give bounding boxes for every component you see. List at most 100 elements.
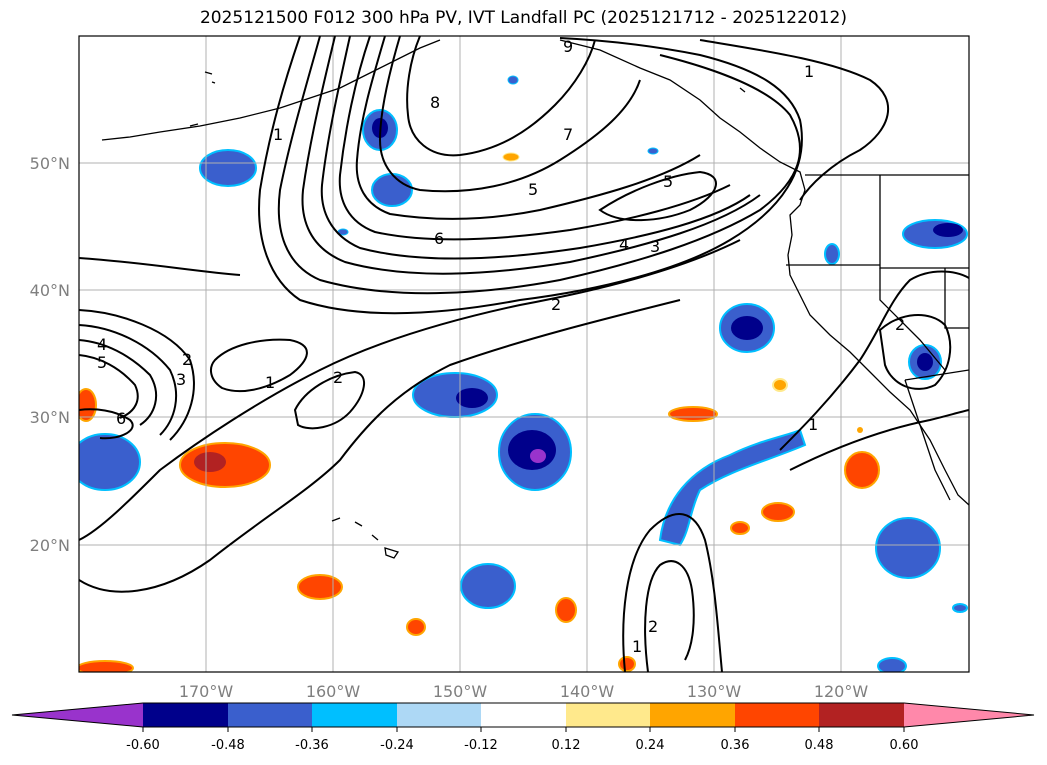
pos-blob bbox=[772, 378, 788, 392]
contour-closed-1 bbox=[209, 338, 308, 393]
lon-tick-label: 140°W bbox=[560, 682, 615, 701]
state-border bbox=[944, 268, 969, 329]
pos-blob bbox=[502, 152, 520, 162]
contour-label: 1 bbox=[804, 62, 814, 81]
contour-big-2 bbox=[79, 239, 741, 541]
colorbar-segment bbox=[143, 703, 228, 727]
colorbar: -0.60 -0.48 -0.36 -0.24 -0.12 0.12 0.24 … bbox=[11, 702, 1035, 753]
mexico-border bbox=[904, 369, 969, 381]
map-frame bbox=[78, 35, 970, 673]
neg-blob bbox=[79, 433, 141, 491]
contour-left-3 bbox=[79, 324, 178, 436]
state-border bbox=[879, 268, 946, 371]
neg-blob bbox=[877, 657, 907, 672]
pos-blob bbox=[857, 427, 863, 433]
contour-label: 1 bbox=[808, 415, 818, 434]
contour-3 bbox=[301, 36, 761, 275]
colorbar-segment bbox=[566, 703, 650, 727]
pos-blob bbox=[844, 451, 880, 489]
neg-blob bbox=[460, 563, 516, 609]
coastlines bbox=[101, 39, 969, 559]
contour-label: 2 bbox=[182, 350, 192, 369]
lat-tick-label: 20°N bbox=[30, 536, 70, 555]
neg-blob bbox=[530, 449, 546, 463]
contour-left-4 bbox=[79, 339, 158, 426]
contour-east-1 bbox=[779, 270, 969, 451]
colorbar-tick-label: 0.60 bbox=[890, 738, 919, 753]
baja bbox=[904, 379, 951, 501]
contour-4 bbox=[320, 36, 751, 260]
contour-1-outer bbox=[258, 36, 803, 315]
neg-blob bbox=[371, 173, 413, 207]
lat-tick-labels: 50°N 40°N 30°N 20°N bbox=[30, 154, 70, 555]
neg-blob bbox=[933, 223, 963, 237]
colorbar-segment bbox=[397, 703, 481, 727]
colorbar-tick-label: 0.24 bbox=[636, 738, 665, 753]
pos-blob bbox=[761, 502, 795, 522]
contour-label: 3 bbox=[650, 237, 660, 256]
lon-tick-label: 130°W bbox=[687, 682, 742, 701]
neg-blob bbox=[731, 316, 763, 340]
lat-tick-label: 30°N bbox=[30, 408, 70, 427]
colorbar-tick-label: -0.60 bbox=[126, 738, 160, 753]
lon-tick-label: 160°W bbox=[306, 682, 361, 701]
pos-blob bbox=[555, 597, 577, 623]
gridlines bbox=[79, 36, 969, 672]
colorbar-tick-label: 0.12 bbox=[552, 738, 581, 753]
contour-label: 4 bbox=[619, 235, 629, 254]
lon-tick-label: 170°W bbox=[179, 682, 234, 701]
contour-inner-5 bbox=[598, 170, 717, 222]
contour-closed-2 bbox=[293, 370, 365, 430]
lon-tick-label: 120°W bbox=[814, 682, 869, 701]
colorbar-segment bbox=[819, 703, 904, 727]
contour-8 bbox=[406, 36, 596, 157]
contour-label: 1 bbox=[632, 637, 642, 656]
pv-contours bbox=[79, 36, 969, 672]
neg-blob bbox=[952, 603, 968, 613]
contour-label: 5 bbox=[528, 180, 538, 199]
colorbar-segment bbox=[228, 703, 312, 727]
pos-blob bbox=[730, 521, 750, 535]
contour-6 bbox=[355, 36, 701, 220]
alaska-aleutians bbox=[101, 39, 441, 141]
colorbar-segment bbox=[312, 703, 397, 727]
colorbar-tick-label: -0.24 bbox=[380, 738, 414, 753]
colorbar-segment bbox=[650, 703, 735, 727]
bc-coast bbox=[787, 189, 969, 506]
neg-blob bbox=[647, 147, 659, 155]
contour-2 bbox=[277, 36, 801, 295]
contour-label: 2 bbox=[895, 315, 905, 334]
contour-label: 4 bbox=[97, 335, 107, 354]
contour-1-right bbox=[699, 39, 889, 201]
colorbar-tick-label: -0.48 bbox=[211, 738, 245, 753]
contour-label: 6 bbox=[434, 229, 444, 248]
contour-east-closed bbox=[878, 313, 952, 390]
colorbar-tick-label: -0.12 bbox=[464, 738, 498, 753]
contour-5 bbox=[338, 36, 731, 241]
lat-tick-label: 50°N bbox=[30, 154, 70, 173]
pos-blob bbox=[194, 452, 226, 472]
colorbar-tick-label: 0.48 bbox=[805, 738, 834, 753]
neg-blob bbox=[456, 388, 488, 408]
contour-label: 2 bbox=[551, 295, 561, 314]
alaska-coast bbox=[559, 39, 806, 191]
neg-blob bbox=[507, 75, 519, 85]
contour-bottom-outer bbox=[622, 513, 723, 672]
colorbar-left-extend bbox=[12, 703, 143, 727]
islands bbox=[189, 71, 746, 127]
contour-left-2 bbox=[79, 309, 195, 441]
contour-label: 2 bbox=[648, 617, 658, 636]
pos-blob bbox=[406, 618, 426, 636]
contour-left-5 bbox=[79, 354, 139, 419]
contour-label: 5 bbox=[663, 172, 673, 191]
colorbar-tick-label: -0.36 bbox=[295, 738, 329, 753]
contour-label: 7 bbox=[563, 125, 573, 144]
neg-blob bbox=[917, 353, 933, 371]
contour-label: 1 bbox=[265, 373, 275, 392]
contour-east-1b bbox=[789, 409, 969, 471]
neg-blob bbox=[875, 517, 941, 579]
lon-tick-label: 150°W bbox=[433, 682, 488, 701]
contour-labels: 9 1 8 7 5 5 6 4 3 2 1 2 1 2 3 4 5 6 2 1 … bbox=[97, 37, 905, 656]
colorbar-segment bbox=[481, 703, 566, 727]
